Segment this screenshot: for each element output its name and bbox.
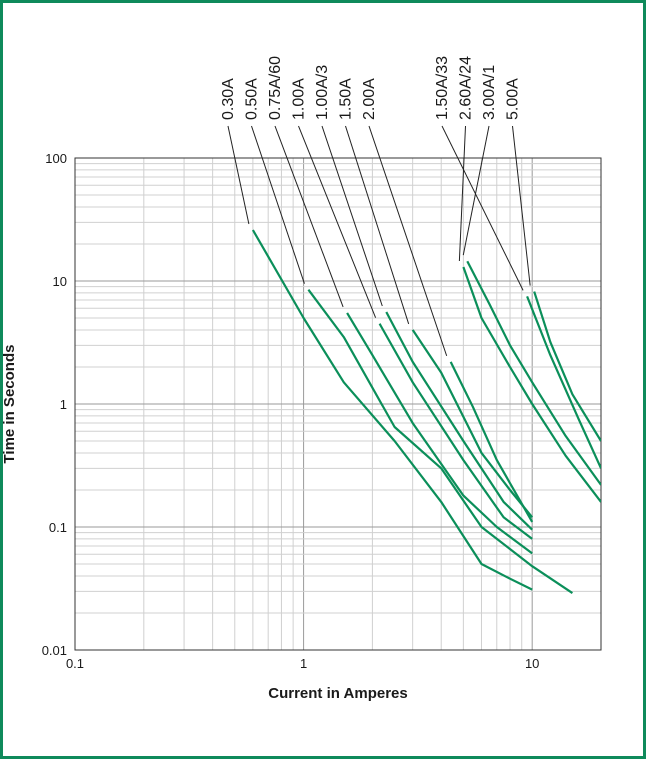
curve-label: 1.50A (338, 78, 355, 120)
curve-2-60a-24 (462, 266, 601, 503)
y-tick-label: 100 (45, 151, 67, 166)
grid-lines (74, 158, 602, 651)
leader-line (298, 125, 377, 318)
curve-1-00a-3 (385, 311, 533, 531)
curve-0-30a (251, 229, 533, 591)
leader-line (441, 125, 524, 291)
curve-label: 5.00A (505, 78, 522, 120)
leader-line (512, 125, 531, 286)
curve-label: 0.75A/60 (267, 56, 284, 120)
curve-1-00a (378, 323, 533, 540)
plot-area-border (74, 157, 602, 651)
curve-label: 0.50A (244, 78, 261, 120)
x-axis-title: Current in Amperes (268, 685, 407, 702)
x-tick-label: 0.1 (66, 656, 84, 671)
curve-label: 2.60A/24 (458, 56, 475, 120)
leader-line (274, 125, 344, 308)
label-leader-lines (227, 125, 531, 357)
leader-line (462, 125, 490, 256)
curve-series (251, 229, 601, 595)
y-axis-ticks: 100 10 1 0.1 0.01 (42, 151, 67, 658)
curve-label: 3.00A/1 (481, 65, 498, 120)
curve-label: 1.00A (291, 78, 308, 120)
curve-label: 2.00A (361, 78, 378, 120)
leader-line (321, 125, 383, 307)
curve-labels: 0.30A 0.50A 0.75A/60 1.00A 1.00A/3 1.50A 2.00A… (220, 56, 522, 120)
x-tick-label: 10 (525, 656, 539, 671)
curve-1-50a-33 (526, 295, 601, 469)
leader-line (458, 125, 466, 262)
curve-label: 0.30A (220, 78, 237, 120)
y-tick-label: 0.01 (42, 643, 67, 658)
curve-2-00a (449, 361, 534, 523)
leader-line (368, 125, 448, 357)
x-tick-label: 1 (300, 656, 307, 671)
y-tick-label: 10 (53, 274, 67, 289)
curve-0-75a-60 (346, 312, 533, 555)
curve-label: 1.50A/33 (434, 56, 451, 120)
y-tick-label: 1 (60, 397, 67, 412)
curve-3-00a-1 (466, 260, 601, 486)
curve-0-50a (307, 289, 574, 595)
curve-1-50a (411, 329, 534, 518)
curve-label: 1.00A/3 (314, 65, 331, 120)
leader-line (227, 125, 250, 225)
leader-line (345, 125, 410, 325)
x-axis-ticks: 0.1 1 10 (66, 656, 539, 671)
y-axis-title: Time in Seconds (1, 345, 18, 464)
curve-5-00a (533, 291, 601, 442)
leader-line (251, 125, 305, 284)
y-tick-label: 0.1 (49, 520, 67, 535)
